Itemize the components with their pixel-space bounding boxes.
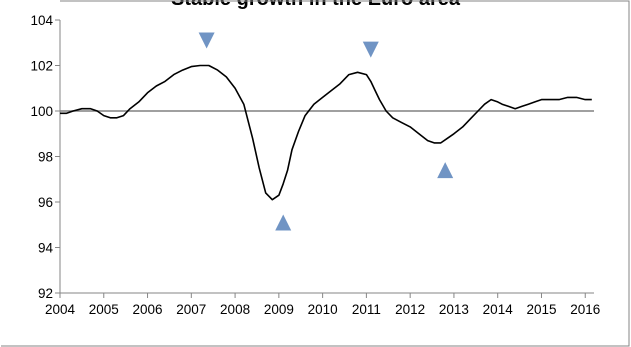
x-tick-label: 2009 [264, 302, 294, 317]
x-tick-label: 2015 [526, 302, 556, 317]
y-tick-label: 96 [38, 195, 53, 210]
x-tick-label: 2012 [395, 302, 425, 317]
y-tick-label: 102 [30, 59, 53, 74]
peak-marker [362, 41, 379, 58]
y-tick-label: 104 [30, 13, 53, 28]
chart-title: Stable growth in the Euro area [0, 0, 631, 11]
x-tick-label: 2011 [352, 302, 381, 317]
x-tick-label: 2005 [89, 302, 119, 317]
x-tick-label: 2013 [439, 302, 469, 317]
x-tick-label: 2010 [308, 302, 338, 317]
x-tick-label: 2014 [483, 302, 514, 317]
y-tick-label: 98 [38, 150, 53, 165]
trough-marker [437, 162, 454, 179]
y-tick-label: 100 [30, 104, 53, 119]
peak-marker [198, 32, 215, 49]
series-line [60, 64, 592, 201]
x-tick-label: 2016 [570, 302, 600, 317]
x-tick-label: 2007 [176, 302, 206, 317]
x-tick-label: 2008 [220, 302, 250, 317]
y-tick-label: 92 [38, 286, 53, 301]
trough-marker [275, 214, 292, 231]
x-tick-label: 2006 [133, 302, 163, 317]
x-tick-label: 2004 [45, 302, 76, 317]
y-tick-label: 94 [38, 241, 54, 256]
